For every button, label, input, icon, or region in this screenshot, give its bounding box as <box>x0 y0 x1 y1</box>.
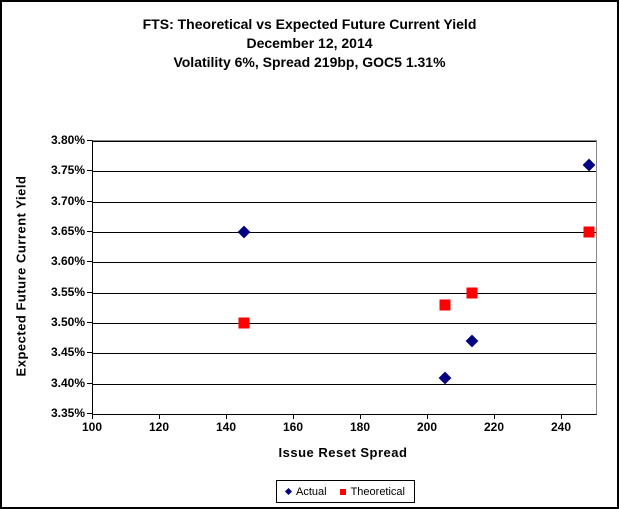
plot-area <box>92 140 597 415</box>
y-axis-tick-label: 3.50% <box>50 315 85 329</box>
x-axis-tick-label: 240 <box>550 420 572 434</box>
x-axis-tick-label: 140 <box>215 420 237 434</box>
gridline <box>93 323 596 324</box>
chart-title-line-1: FTS: Theoretical vs Expected Future Curr… <box>142 16 477 32</box>
chart-title-line-2: December 12, 2014 <box>246 35 373 51</box>
gridline <box>93 353 596 354</box>
gridline <box>93 141 596 142</box>
y-axis-tick <box>87 170 92 171</box>
gridline <box>93 202 596 203</box>
x-axis-tick <box>427 414 428 419</box>
theoretical-point <box>439 299 451 311</box>
gridline <box>93 232 596 233</box>
y-axis-tick <box>87 352 92 353</box>
x-axis-tick <box>293 414 294 419</box>
gridline <box>93 171 596 172</box>
x-axis-tick-label: 220 <box>483 420 505 434</box>
y-axis-tick <box>87 413 92 414</box>
y-axis-tick <box>87 231 92 232</box>
y-axis-tick <box>87 383 92 384</box>
x-axis-tick <box>494 414 495 419</box>
gridline <box>93 384 596 385</box>
x-axis-tick <box>360 414 361 419</box>
x-axis-tick-label: 120 <box>148 420 170 434</box>
y-axis-tick <box>87 140 92 141</box>
chart-title: FTS: Theoretical vs Expected Future Curr… <box>2 15 617 72</box>
y-axis-tick-label: 3.60% <box>50 254 85 268</box>
actual-point <box>465 334 479 348</box>
x-axis-tick-label: 180 <box>349 420 371 434</box>
gridline <box>93 262 596 263</box>
actual-diamond-icon <box>284 487 293 496</box>
y-axis-tick-label: 3.75% <box>50 163 85 177</box>
y-axis-title: Expected Future Current Yield <box>13 175 29 377</box>
x-axis-tick-label: 100 <box>81 420 103 434</box>
legend-item-actual: Actual <box>284 485 327 498</box>
legend: Actual Theoretical <box>276 480 415 503</box>
x-axis-tick-label: 160 <box>282 420 304 434</box>
y-axis-tick-label: 3.45% <box>50 345 85 359</box>
x-axis-tick <box>159 414 160 419</box>
actual-point <box>438 371 452 384</box>
gridline <box>93 293 596 294</box>
y-axis-tick <box>87 292 92 293</box>
y-axis-tick <box>87 261 92 262</box>
y-axis-tick-label: 3.35% <box>50 406 85 420</box>
x-axis-tick <box>561 414 562 419</box>
x-axis-title: Issue Reset Spread <box>278 445 408 460</box>
y-axis-tick-label: 3.40% <box>50 376 85 390</box>
theoretical-point <box>466 287 478 299</box>
y-axis-tick-label: 3.70% <box>50 194 85 208</box>
y-axis-tick-label: 3.65% <box>50 224 85 238</box>
actual-point <box>582 158 596 172</box>
legend-item-theoretical: Theoretical <box>339 485 405 498</box>
y-axis-tick <box>87 322 92 323</box>
theoretical-point <box>238 317 250 329</box>
chart-title-line-3: Volatility 6%, Spread 219bp, GOC5 1.31% <box>173 54 446 70</box>
y-axis-tick <box>87 201 92 202</box>
y-axis-tick-label: 3.55% <box>50 285 85 299</box>
actual-point <box>237 225 251 239</box>
x-axis-tick <box>92 414 93 419</box>
theoretical-point <box>583 226 595 238</box>
x-axis-tick-label: 200 <box>416 420 438 434</box>
x-axis-tick <box>226 414 227 419</box>
legend-label-theoretical: Theoretical <box>350 485 405 498</box>
y-axis-tick-label: 3.80% <box>50 133 85 147</box>
legend-label-actual: Actual <box>296 485 327 498</box>
theoretical-square-icon <box>339 488 346 495</box>
